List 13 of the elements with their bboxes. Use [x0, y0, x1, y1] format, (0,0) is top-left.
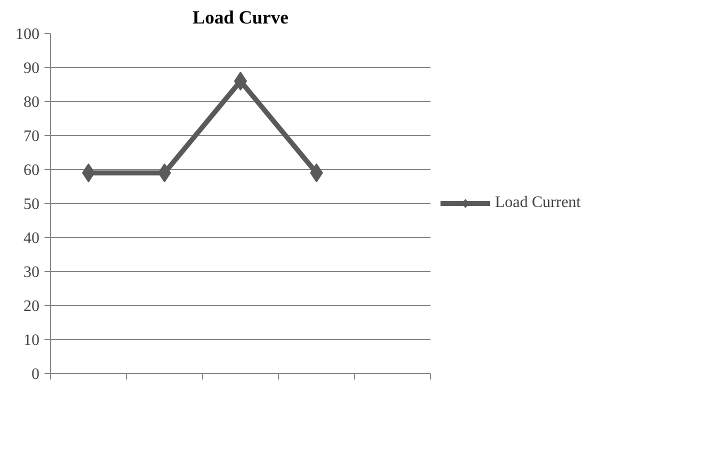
y-tick-label: 20	[24, 298, 40, 315]
y-tick-label: 0	[32, 366, 40, 383]
y-tick-label: 90	[24, 60, 40, 77]
y-tick-label: 80	[24, 94, 40, 111]
y-tick-label: 10	[24, 332, 40, 349]
y-tick-label: 40	[24, 230, 40, 247]
y-tick-label: 60	[24, 162, 40, 179]
y-tick-label: 100	[16, 26, 40, 43]
y-tick-label: 50	[24, 196, 40, 213]
y-tick-label: 30	[24, 264, 40, 281]
legend-label: Load Current	[495, 194, 581, 212]
y-tick-label: 70	[24, 128, 40, 145]
chart-title: Load Curve	[192, 8, 288, 28]
